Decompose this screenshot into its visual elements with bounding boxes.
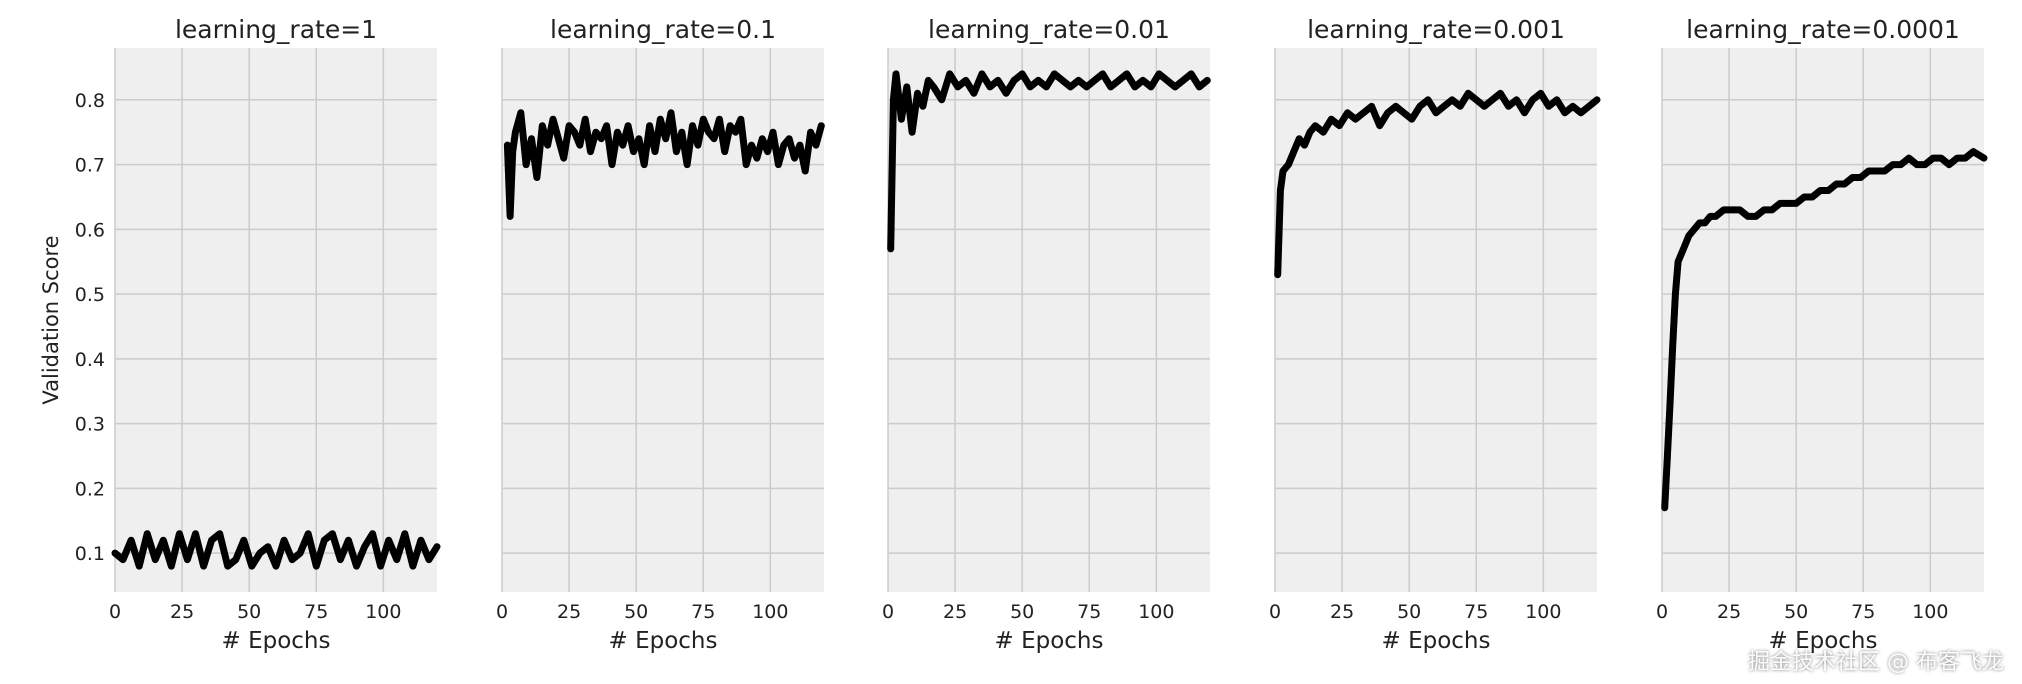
x-axis-label: # Epochs (222, 628, 331, 654)
x-tick-label: 0 (1269, 601, 1281, 623)
x-tick-label: 25 (943, 601, 967, 623)
plot-area (115, 48, 437, 592)
x-axis-label: # Epochs (1769, 628, 1878, 654)
y-tick-label: 0.1 (75, 543, 105, 565)
plot-area (888, 48, 1210, 592)
watermark-text: 掘金技术社区 @ 布客飞龙 (1748, 650, 2004, 675)
series-line (503, 109, 825, 220)
x-tick-label: 25 (557, 601, 581, 623)
x-tick-label: 25 (1330, 601, 1354, 623)
series-line (111, 530, 441, 570)
x-tick-label: 50 (1784, 601, 1808, 623)
x-tick-label: 50 (237, 601, 261, 623)
chart-title: learning_rate=0.01 (928, 15, 1170, 44)
x-tick-label: 0 (496, 601, 508, 623)
x-tick-label: 50 (1010, 601, 1034, 623)
y-tick-label: 0.3 (75, 414, 105, 436)
y-tick-label: 0.5 (75, 284, 105, 306)
chart-title: learning_rate=0.001 (1307, 15, 1565, 44)
x-tick-label: 75 (1464, 601, 1488, 623)
chart-panel-5: learning_rate=0.0001 0 25 50 75 100 # Epochs (1656, 15, 1988, 654)
y-tick-label: 0.4 (75, 349, 105, 371)
y-tick-label: 0.8 (75, 90, 105, 112)
y-tick-label: 0.7 (75, 155, 105, 177)
x-tick-label: 100 (1525, 601, 1561, 623)
chart-panel-4: learning_rate=0.001 0 25 50 75 100 # Epochs (1269, 15, 1601, 654)
x-tick-label: 75 (1077, 601, 1101, 623)
chart-panel-1: learning_rate=1 0 25 50 75 100 # Epochs 0.1 0.2 0… (39, 15, 441, 654)
x-tick-label: 75 (304, 601, 328, 623)
chart-title: learning_rate=0.0001 (1686, 15, 1960, 44)
series-line (887, 70, 1211, 253)
chart-panel-2: learning_rate=0.1 0 25 50 75 100 # Epochs (496, 15, 825, 654)
x-tick-label: 0 (1656, 601, 1668, 623)
series-line (1274, 89, 1601, 279)
chart-title: learning_rate=0.1 (550, 15, 776, 44)
x-axis-label: # Epochs (995, 628, 1104, 654)
chart-title: learning_rate=1 (175, 15, 377, 44)
x-tick-label: 25 (170, 601, 194, 623)
x-axis-label: # Epochs (1382, 628, 1491, 654)
x-tick-label: 25 (1717, 601, 1741, 623)
chart-panel-3: learning_rate=0.01 0 25 50 75 100 # Epochs (882, 15, 1211, 654)
x-tick-label: 50 (1397, 601, 1421, 623)
x-tick-label: 75 (1851, 601, 1875, 623)
x-tick-label: 50 (624, 601, 648, 623)
x-tick-label: 100 (365, 601, 401, 623)
x-tick-label: 0 (882, 601, 894, 623)
y-axis-label: Validation Score (39, 235, 63, 404)
plot-area (1662, 48, 1984, 592)
x-tick-label: 100 (752, 601, 788, 623)
x-tick-label: 100 (1912, 601, 1948, 623)
series-line (1661, 148, 1988, 512)
x-tick-label: 75 (691, 601, 715, 623)
x-tick-label: 100 (1138, 601, 1174, 623)
y-tick-label: 0.2 (75, 478, 105, 500)
x-tick-label: 0 (109, 601, 121, 623)
y-tick-label: 0.6 (75, 219, 105, 241)
x-axis-label: # Epochs (609, 628, 718, 654)
